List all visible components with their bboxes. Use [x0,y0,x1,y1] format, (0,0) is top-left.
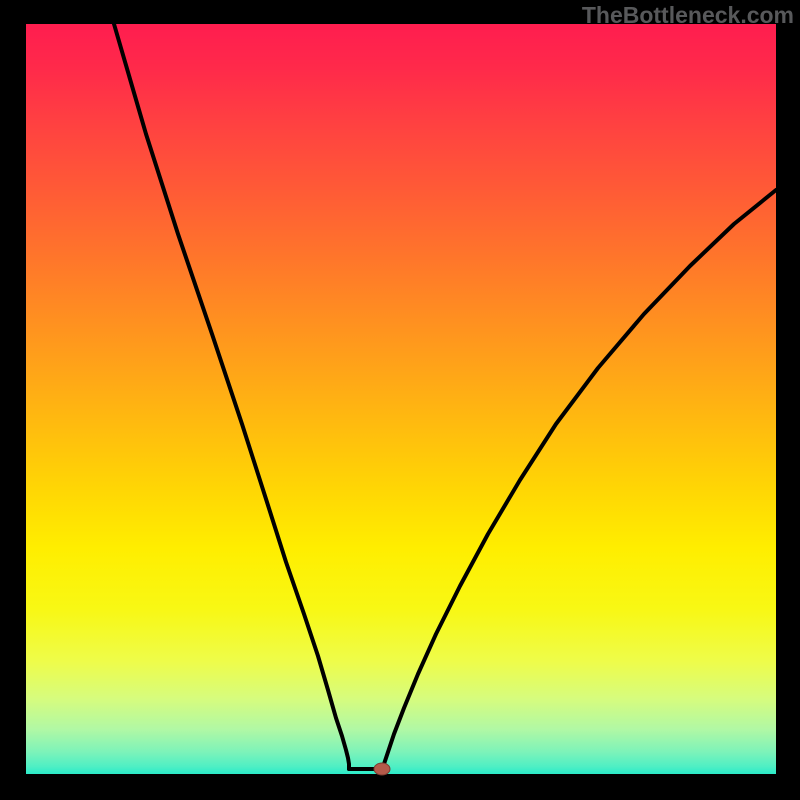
bottleneck-curve-chart [0,0,800,800]
watermark-text: TheBottleneck.com [582,2,794,29]
chart-frame: TheBottleneck.com [0,0,800,800]
optimal-point-marker [374,763,390,775]
plot-gradient-area [26,24,776,774]
